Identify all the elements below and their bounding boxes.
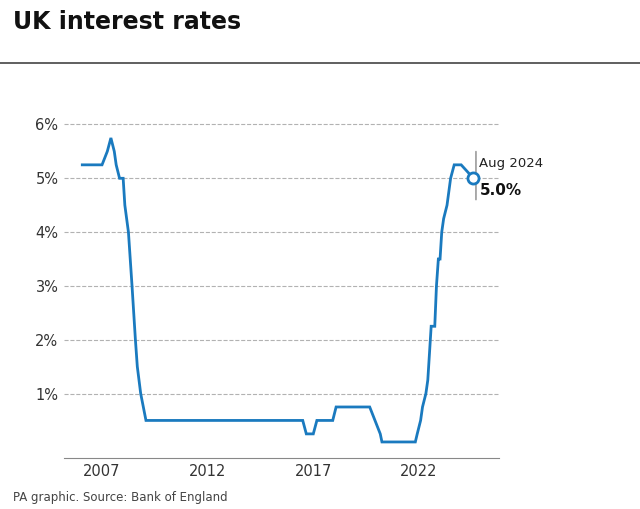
Text: 5.0%: 5.0%	[479, 183, 522, 197]
Text: UK interest rates: UK interest rates	[13, 10, 241, 34]
Text: Aug 2024: Aug 2024	[479, 157, 543, 169]
Text: PA graphic. Source: Bank of England: PA graphic. Source: Bank of England	[13, 491, 227, 504]
